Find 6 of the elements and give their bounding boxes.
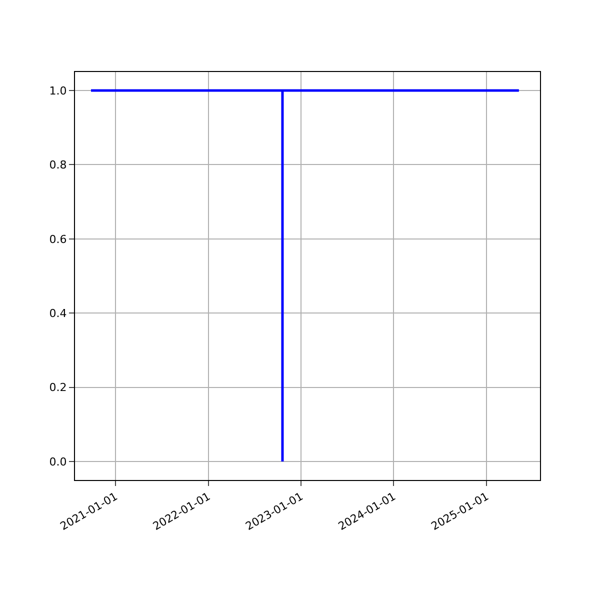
y-tick-label: 0.6 [49,232,67,246]
y-tick-label: 0.4 [49,306,67,320]
y-tick-label: 0.2 [49,381,67,394]
y-tick-label: 0.0 [49,455,67,468]
y-tick-label: 1.0 [49,84,67,98]
y-tick-label: 0.8 [49,158,67,172]
